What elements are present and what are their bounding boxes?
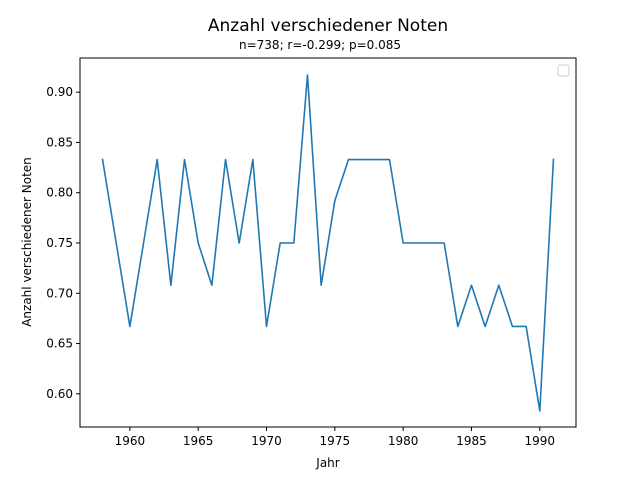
chart-title: Anzahl verschiedener Noten <box>208 16 448 36</box>
x-axis-label: Jahr <box>315 456 339 470</box>
x-tick-label: 1965 <box>183 434 214 448</box>
legend-box <box>557 64 570 77</box>
x-tick-label: 1975 <box>320 434 351 448</box>
y-tick-label: 0.60 <box>46 387 73 401</box>
y-axis-ticks: 0.60 0.65 0.70 0.75 0.80 0.85 0.90 <box>46 85 80 401</box>
plot-frame <box>79 57 577 428</box>
y-tick-label: 0.65 <box>46 337 73 351</box>
x-tick-label: 1990 <box>525 434 556 448</box>
x-tick-label: 1980 <box>388 434 419 448</box>
x-tick-label: 1970 <box>251 434 282 448</box>
y-tick-label: 0.75 <box>46 236 73 250</box>
series-line <box>101 74 555 412</box>
series-group <box>101 74 555 412</box>
x-axis-ticks: 1960 1965 1970 1975 1980 1985 1990 <box>115 427 555 448</box>
x-tick-label: 1960 <box>115 434 146 448</box>
chart-subtitle: n=738; r=-0.299; p=0.085 <box>239 38 401 52</box>
y-axis-label: Anzahl verschiedener Noten <box>20 157 34 327</box>
y-tick-label: 0.85 <box>46 135 73 149</box>
y-tick-label: 0.70 <box>46 286 73 300</box>
y-tick-label: 0.80 <box>46 186 73 200</box>
x-tick-label: 1985 <box>456 434 487 448</box>
y-tick-label: 0.90 <box>46 85 73 99</box>
